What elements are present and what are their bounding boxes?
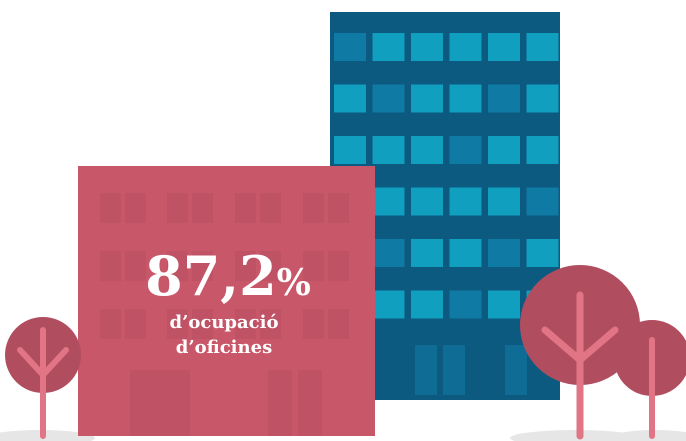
window bbox=[372, 239, 405, 267]
stat-label: d’oficines bbox=[176, 337, 272, 358]
stat-number: 87,2 bbox=[145, 244, 277, 308]
tower-windows bbox=[334, 33, 559, 319]
tree-right-small bbox=[614, 320, 686, 439]
tower-door bbox=[505, 345, 527, 395]
ground-shadow bbox=[510, 430, 640, 441]
window bbox=[411, 136, 443, 164]
window bbox=[372, 187, 405, 216]
window bbox=[411, 239, 443, 267]
window bbox=[449, 239, 482, 267]
window bbox=[411, 290, 443, 319]
tree-left bbox=[5, 317, 81, 439]
window bbox=[411, 33, 443, 61]
window bbox=[328, 251, 349, 281]
window bbox=[526, 33, 559, 61]
tree-trunk bbox=[17, 327, 69, 439]
building-door bbox=[130, 370, 190, 436]
ground bbox=[0, 430, 686, 441]
window bbox=[488, 239, 520, 267]
stat-unit: % bbox=[277, 262, 311, 304]
window bbox=[526, 239, 559, 267]
window bbox=[328, 309, 349, 339]
window bbox=[260, 309, 281, 339]
window bbox=[449, 187, 482, 216]
window bbox=[449, 84, 482, 113]
window bbox=[100, 309, 121, 339]
window bbox=[411, 84, 443, 113]
window bbox=[192, 309, 213, 339]
window bbox=[334, 84, 366, 113]
tower-door bbox=[443, 345, 465, 395]
window bbox=[125, 193, 146, 223]
window bbox=[372, 84, 405, 113]
window bbox=[488, 187, 520, 216]
window bbox=[192, 193, 213, 223]
window bbox=[100, 193, 121, 223]
window bbox=[488, 290, 520, 319]
window bbox=[372, 290, 405, 319]
building-windows bbox=[100, 193, 349, 339]
window bbox=[334, 136, 366, 164]
window bbox=[167, 309, 188, 339]
window bbox=[488, 84, 520, 113]
window bbox=[328, 193, 349, 223]
stat-value: 87,2% bbox=[145, 244, 311, 308]
window bbox=[449, 136, 482, 164]
window bbox=[235, 309, 256, 339]
building-door bbox=[268, 370, 292, 436]
window bbox=[235, 193, 256, 223]
stat-label: d’ocupació bbox=[170, 312, 279, 333]
window bbox=[303, 251, 324, 281]
window bbox=[526, 187, 559, 216]
window bbox=[125, 251, 146, 281]
window bbox=[125, 309, 146, 339]
window bbox=[334, 33, 366, 61]
window bbox=[100, 251, 121, 281]
window bbox=[235, 251, 256, 281]
window bbox=[488, 33, 520, 61]
window bbox=[372, 33, 405, 61]
window bbox=[260, 251, 281, 281]
window bbox=[372, 136, 405, 164]
red-building bbox=[78, 166, 375, 436]
window bbox=[526, 84, 559, 113]
window bbox=[167, 251, 188, 281]
building-door bbox=[298, 370, 322, 436]
tower-door bbox=[415, 345, 437, 395]
window bbox=[449, 290, 482, 319]
window bbox=[411, 187, 443, 216]
window bbox=[260, 193, 281, 223]
ground-shadow bbox=[0, 430, 95, 441]
window bbox=[192, 251, 213, 281]
tree-right-large bbox=[520, 265, 640, 440]
tree-trunk bbox=[541, 291, 619, 440]
window bbox=[526, 136, 559, 164]
window bbox=[167, 193, 188, 223]
window bbox=[488, 136, 520, 164]
window bbox=[303, 309, 324, 339]
ground-shadow bbox=[610, 430, 686, 441]
window bbox=[449, 33, 482, 61]
window bbox=[303, 193, 324, 223]
